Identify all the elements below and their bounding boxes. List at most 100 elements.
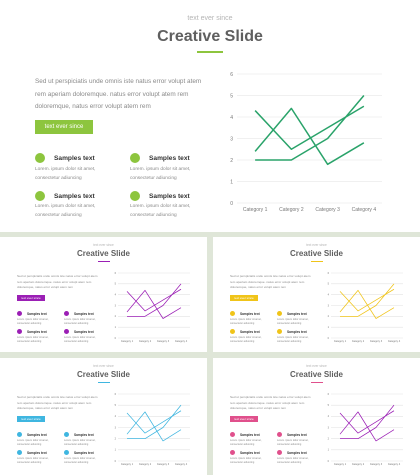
bullet-heading: Samples text bbox=[27, 312, 47, 316]
y-tick-label: 6 bbox=[115, 393, 117, 396]
line-chart: 0 1 2 3 4 5 6 Category 1 Category 2 Category 3 Cat… bbox=[328, 272, 403, 343]
bullet-dot-icon bbox=[64, 450, 69, 455]
x-tick-label: Category 3 bbox=[157, 340, 170, 343]
text-button[interactable]: text ever since bbox=[17, 416, 45, 422]
y-tick-label: 5 bbox=[328, 283, 330, 286]
line-chart: 0 1 2 3 4 5 6 Category 1 Category 2 Category 3 Cat… bbox=[328, 393, 403, 466]
bullet-body: Lorem. ipsum dolor sit amet, consectetur… bbox=[277, 439, 309, 446]
bullet-dot-icon bbox=[277, 450, 282, 455]
bullet-dot-icon bbox=[130, 191, 140, 201]
line-chart: 0 1 2 3 4 5 6 Category 1 Category 2 Category 3 Cat… bbox=[115, 393, 190, 466]
y-tick-label: 1 bbox=[115, 326, 117, 329]
thumbnail-slide[interactable]: text ever since Creative Slide Sed ut pe… bbox=[0, 237, 207, 352]
bullet-heading: Samples text bbox=[149, 155, 190, 162]
text-button[interactable]: text ever since bbox=[230, 416, 258, 422]
bullet-dot-icon bbox=[230, 450, 235, 455]
y-tick-label: 1 bbox=[115, 449, 117, 452]
x-tick-label: Category 4 bbox=[388, 463, 401, 466]
bullet-dot-icon bbox=[64, 329, 69, 334]
x-tick-label: Category 2 bbox=[139, 340, 152, 343]
thumbnail-slide[interactable]: text ever since Creative Slide Sed ut pe… bbox=[213, 358, 420, 475]
y-tick-label: 2 bbox=[328, 438, 330, 441]
bullet-body: Lorem. ipsum dolor sit amet, consectetur… bbox=[64, 318, 96, 325]
bullet-heading: Samples text bbox=[287, 312, 307, 316]
slide-title: Creative Slide bbox=[77, 370, 130, 379]
x-tick-label: Category 3 bbox=[157, 463, 170, 466]
series-line bbox=[339, 410, 395, 434]
thumbnail-slide[interactable]: text ever since Creative Slide Sed ut pe… bbox=[0, 358, 207, 475]
bullet-body: Lorem. ipsum dolor sit amet, consectetur… bbox=[64, 439, 96, 446]
bullet-dot-icon bbox=[17, 329, 22, 334]
y-tick-label: 1 bbox=[328, 326, 330, 329]
y-tick-label: 4 bbox=[115, 415, 117, 418]
bullet-heading: Samples text bbox=[74, 330, 94, 334]
y-tick-label: 6 bbox=[328, 272, 330, 275]
y-tick-label: 6 bbox=[328, 393, 330, 396]
bullet-body: Lorem. ipsum dolor sit amet, consectetur… bbox=[35, 167, 96, 181]
series-line bbox=[340, 283, 395, 317]
y-tick-label: 2 bbox=[328, 315, 330, 318]
bullet-dot-icon bbox=[17, 450, 22, 455]
text-button[interactable]: text ever since bbox=[35, 120, 93, 134]
y-tick-label: 6 bbox=[230, 72, 233, 78]
x-tick-label: Category 4 bbox=[352, 207, 377, 213]
bullet-dot-icon bbox=[230, 432, 235, 437]
y-tick-label: 1 bbox=[230, 179, 233, 185]
x-tick-label: Category 3 bbox=[315, 207, 340, 213]
x-tick-label: Category 1 bbox=[334, 463, 347, 466]
bullet-heading: Samples text bbox=[240, 330, 260, 334]
series-line bbox=[255, 95, 365, 161]
title-underline bbox=[197, 51, 223, 53]
bullet-body: Lorem. ipsum dolor sit amet, consectetur… bbox=[130, 204, 191, 218]
bullet-body: Lorem. ipsum dolor sit amet, consectetur… bbox=[230, 439, 262, 446]
bullet-dot-icon bbox=[230, 329, 235, 334]
bullet-dot-icon bbox=[64, 432, 69, 437]
slide-title: Creative Slide bbox=[290, 370, 343, 379]
thumbnail-slide[interactable]: text ever since Creative Slide Sed ut pe… bbox=[213, 237, 420, 352]
y-tick-label: 2 bbox=[230, 158, 233, 164]
y-tick-label: 5 bbox=[328, 404, 330, 407]
bullet-dot-icon bbox=[17, 311, 22, 316]
x-tick-label: Category 2 bbox=[352, 340, 365, 343]
y-tick-label: 0 bbox=[328, 337, 330, 340]
bullet-dot-icon bbox=[35, 153, 45, 163]
bullet-heading: Samples text bbox=[287, 330, 307, 334]
series-line bbox=[127, 404, 182, 440]
y-tick-label: 3 bbox=[115, 426, 117, 429]
bullet-body: Lorem. ipsum dolor sit amet, consectetur… bbox=[230, 336, 262, 343]
bullet-heading: Samples text bbox=[74, 451, 94, 455]
bullet-heading: Samples text bbox=[149, 193, 190, 200]
bullet-dot-icon bbox=[277, 329, 282, 334]
text-button[interactable]: text ever since bbox=[230, 295, 258, 301]
x-tick-label: Category 1 bbox=[243, 207, 268, 213]
title-underline bbox=[310, 382, 323, 383]
y-tick-label: 0 bbox=[115, 337, 117, 340]
y-tick-label: 5 bbox=[230, 93, 233, 99]
slide-paragraph: Sed ut perspiciatis unde omnis iste natu… bbox=[35, 78, 202, 110]
slide-subtitle: text ever since bbox=[306, 364, 327, 368]
series-line bbox=[339, 289, 395, 319]
x-tick-label: Category 2 bbox=[352, 463, 365, 466]
y-tick-label: 1 bbox=[328, 449, 330, 452]
y-tick-label: 3 bbox=[230, 136, 233, 142]
bullet-heading: Samples text bbox=[240, 312, 260, 316]
series-line bbox=[126, 288, 182, 312]
y-tick-label: 4 bbox=[115, 294, 117, 297]
bullet-heading: Samples text bbox=[27, 433, 47, 437]
x-tick-label: Category 4 bbox=[388, 340, 401, 343]
slide-title: Creative Slide bbox=[290, 249, 343, 258]
series-line bbox=[254, 105, 365, 150]
y-tick-label: 0 bbox=[115, 460, 117, 463]
series-line bbox=[339, 288, 395, 312]
x-tick-label: Category 2 bbox=[279, 207, 304, 213]
bullet-dot-icon bbox=[230, 311, 235, 316]
series-line bbox=[340, 404, 395, 440]
bullet-body: Lorem. ipsum dolor sit amet, consectetur… bbox=[17, 336, 49, 343]
bullet-dot-icon bbox=[277, 311, 282, 316]
series-line bbox=[254, 107, 365, 166]
y-tick-label: 3 bbox=[328, 426, 330, 429]
text-button[interactable]: text ever since bbox=[17, 295, 45, 301]
slide-paragraph: Sed ut perspiciatis unde omnis iste natu… bbox=[230, 395, 311, 411]
slide-subtitle: text ever since bbox=[93, 364, 114, 368]
slide-title: Creative Slide bbox=[157, 28, 263, 45]
